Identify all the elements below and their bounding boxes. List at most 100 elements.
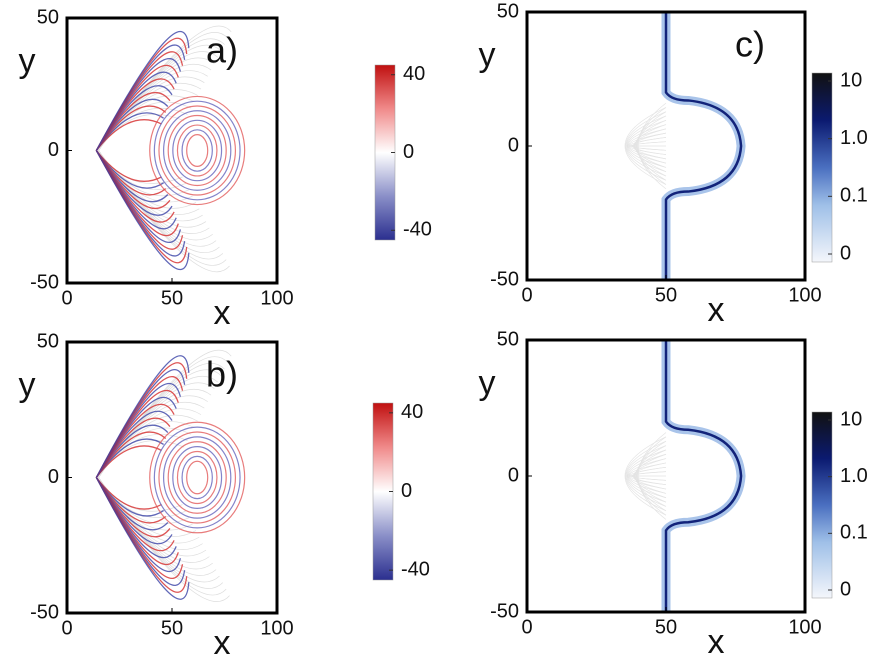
background-stroke <box>98 477 230 602</box>
background-stroke <box>629 462 667 490</box>
y-tick-label: 0 <box>508 464 519 486</box>
wave-front <box>95 375 184 580</box>
y-axis-label: y <box>479 36 496 74</box>
background-stroke <box>625 111 667 181</box>
panel-label: c) <box>735 24 765 65</box>
x-tick-label: 100 <box>260 287 293 309</box>
background-stroke <box>625 440 667 512</box>
colorbar-tick-label: 0 <box>403 141 414 163</box>
wave-ring <box>172 446 223 509</box>
wave-ring <box>149 421 246 534</box>
panel-label: b) <box>206 354 238 395</box>
y-tick-label: -50 <box>30 601 59 623</box>
wave-ring <box>149 95 246 206</box>
y-tick-label: -50 <box>30 271 59 293</box>
wave-ring <box>172 119 223 182</box>
x-tick-label: 100 <box>788 284 821 306</box>
colorbar-tick-label: -40 <box>401 558 430 580</box>
x-tick-label: 50 <box>655 616 677 638</box>
x-tick-label: 100 <box>260 617 293 639</box>
background-stroke <box>626 115 667 177</box>
background-stroke <box>98 477 224 589</box>
background-stroke <box>624 436 667 516</box>
colorbar-tick-label: 0 <box>840 242 851 264</box>
x-axis-label: x <box>708 291 725 329</box>
wave-ring <box>186 134 209 168</box>
background-stroke <box>624 107 667 185</box>
background-stroke <box>627 124 667 168</box>
x-tick-label: 0 <box>61 287 72 309</box>
y-axis-label: y <box>479 364 496 402</box>
background-stroke <box>628 128 667 164</box>
background-stroke <box>629 137 667 155</box>
background-stroke <box>630 141 667 151</box>
wave-front <box>95 445 162 510</box>
x-tick-label: 0 <box>521 616 532 638</box>
background-stroke <box>626 119 667 173</box>
colorbar-tick-label: 0.1 <box>840 185 868 207</box>
density-core <box>664 12 743 280</box>
colorbar <box>811 411 833 599</box>
y-tick-label: -50 <box>490 268 519 290</box>
wave-front <box>95 431 167 524</box>
background-stroke <box>630 471 667 481</box>
colorbar-tick-label: 0.1 <box>840 522 868 544</box>
wave-front <box>95 51 184 250</box>
y-tick-label: 50 <box>37 330 59 352</box>
wave-ring <box>181 455 213 500</box>
colorbar-tick-label: 40 <box>401 401 423 423</box>
background-stroke <box>629 466 667 486</box>
wave-ring <box>186 460 209 495</box>
wave-ring <box>158 431 237 524</box>
colorbar-tick-label: 1.0 <box>840 127 868 149</box>
background-stroke <box>627 453 667 499</box>
wave-front <box>95 105 167 196</box>
colorbar-tick-label: 1.0 <box>840 465 868 487</box>
background-stroke <box>98 150 230 273</box>
x-axis-label: x <box>214 294 231 332</box>
y-tick-label: -50 <box>490 600 519 622</box>
density-halo <box>661 12 746 280</box>
background-stroke <box>98 369 222 478</box>
wave-ring <box>158 105 237 196</box>
plot-area <box>95 25 246 273</box>
y-tick-label: 0 <box>48 466 59 488</box>
panel-label: a) <box>206 30 238 71</box>
background-stroke <box>98 150 224 260</box>
density-core <box>664 340 743 612</box>
x-tick-label: 100 <box>788 616 821 638</box>
density-halo <box>661 340 746 612</box>
colorbar-tick-label: 10 <box>840 69 862 91</box>
colorbar <box>811 72 833 263</box>
background-stroke <box>628 458 667 494</box>
plot-area <box>624 12 746 280</box>
wave-front <box>95 355 190 600</box>
background-stroke <box>626 445 667 507</box>
x-tick-label: 50 <box>161 287 183 309</box>
y-tick-label: 50 <box>497 0 519 22</box>
colorbar-tick-label: 40 <box>403 63 425 85</box>
y-tick-label: 0 <box>48 139 59 161</box>
colorbar-tick-label: 10 <box>840 408 862 430</box>
wave-ring <box>167 114 227 187</box>
x-tick-label: 0 <box>521 284 532 306</box>
x-tick-label: 0 <box>61 617 72 639</box>
wave-ring <box>153 426 241 529</box>
y-tick-label: 50 <box>37 6 59 28</box>
colorbar-tick-label: 0 <box>840 578 851 600</box>
x-tick-label: 50 <box>655 284 677 306</box>
x-axis-label: x <box>214 624 231 662</box>
wave-front <box>95 112 164 189</box>
background-stroke <box>626 449 667 503</box>
x-axis-label: x <box>708 623 725 661</box>
y-tick-label: 50 <box>497 328 519 350</box>
wave-front <box>95 119 162 182</box>
y-axis-label: y <box>19 42 36 80</box>
wave-ring <box>167 441 227 514</box>
